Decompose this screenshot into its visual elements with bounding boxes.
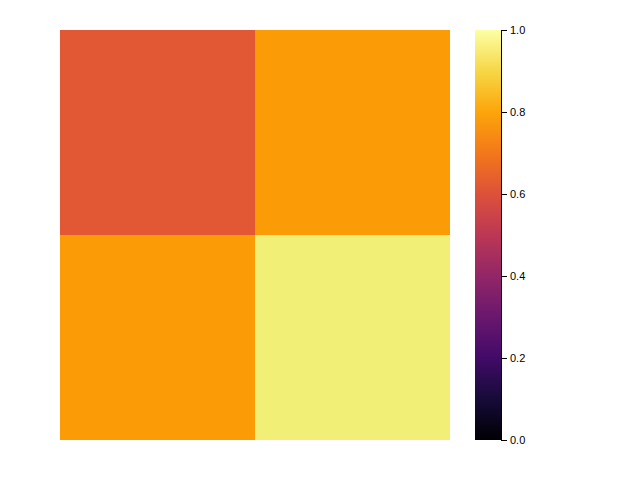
colorbar [475,30,501,440]
colorbar-tick: 0.0 [501,434,525,446]
colorbar-tick: 0.2 [501,352,525,364]
colorbar-tick-mark [501,276,507,277]
colorbar-tick-mark [501,30,507,31]
heatmap-cell [255,235,450,440]
colorbar-tick-label: 1.0 [510,24,525,36]
colorbar-tick-mark [501,112,507,113]
colorbar-tick-label: 0.6 [510,188,525,200]
colorbar-tick-label: 0.0 [510,434,525,446]
colorbar-tick-label: 0.4 [510,270,525,282]
chart: 0.0 0.2 0.4 0.6 0.8 1.0 [0,0,640,480]
heatmap-cell [60,30,255,235]
colorbar-tick: 1.0 [501,24,525,36]
cells [60,30,450,440]
colorbar-tick-label: 0.8 [510,106,525,118]
colorbar-axis: 0.0 0.2 0.4 0.6 0.8 1.0 [501,24,525,446]
colorbar-tick: 0.6 [501,188,525,200]
colorbar-tick-mark [501,440,507,441]
colorbar-tick: 0.4 [501,270,525,282]
heatmap-cell [60,235,255,440]
colorbar-tick-mark [501,358,507,359]
colorbar-axis-line [502,31,508,441]
colorbar-tick: 0.8 [501,106,525,118]
colorbar-tick-label: 0.2 [510,352,525,364]
heatmap-cell [255,30,450,235]
colorbar-tick-mark [501,194,507,195]
